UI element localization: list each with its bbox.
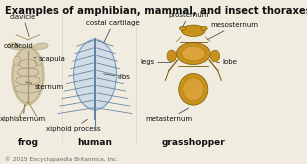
Ellipse shape <box>210 50 220 62</box>
Text: grasshopper: grasshopper <box>161 138 225 147</box>
Ellipse shape <box>179 26 186 30</box>
Text: sternum: sternum <box>25 82 64 90</box>
Text: ribs: ribs <box>104 74 130 80</box>
Ellipse shape <box>14 56 21 66</box>
Text: scapula: scapula <box>34 56 65 62</box>
Ellipse shape <box>12 46 44 105</box>
Ellipse shape <box>179 73 208 105</box>
Ellipse shape <box>201 26 207 30</box>
Ellipse shape <box>183 78 204 101</box>
Ellipse shape <box>167 50 176 62</box>
Ellipse shape <box>73 39 117 111</box>
Text: clavicle: clavicle <box>10 14 37 36</box>
Text: lobe: lobe <box>217 60 237 65</box>
Text: coracoid: coracoid <box>3 43 33 49</box>
Text: Examples of amphibian, mammal, and insect thoraxes: Examples of amphibian, mammal, and insec… <box>5 6 307 16</box>
Text: xiphisternum: xiphisternum <box>0 105 46 122</box>
Ellipse shape <box>33 43 48 50</box>
Text: xiphoid process: xiphoid process <box>46 119 101 132</box>
Ellipse shape <box>182 46 205 61</box>
Text: mesosternum: mesosternum <box>207 22 259 40</box>
Text: frog: frog <box>18 138 39 147</box>
Text: legs: legs <box>141 60 171 65</box>
Text: prosternum: prosternum <box>169 12 209 27</box>
Text: human: human <box>78 138 113 147</box>
Ellipse shape <box>182 25 205 36</box>
Text: metasternum: metasternum <box>145 108 192 122</box>
Ellipse shape <box>35 56 42 66</box>
Ellipse shape <box>177 43 210 64</box>
Text: costal cartilage: costal cartilage <box>86 20 140 43</box>
Ellipse shape <box>8 43 22 50</box>
Text: © 2015 Encyclopaedia Britannica, Inc.: © 2015 Encyclopaedia Britannica, Inc. <box>5 156 118 162</box>
